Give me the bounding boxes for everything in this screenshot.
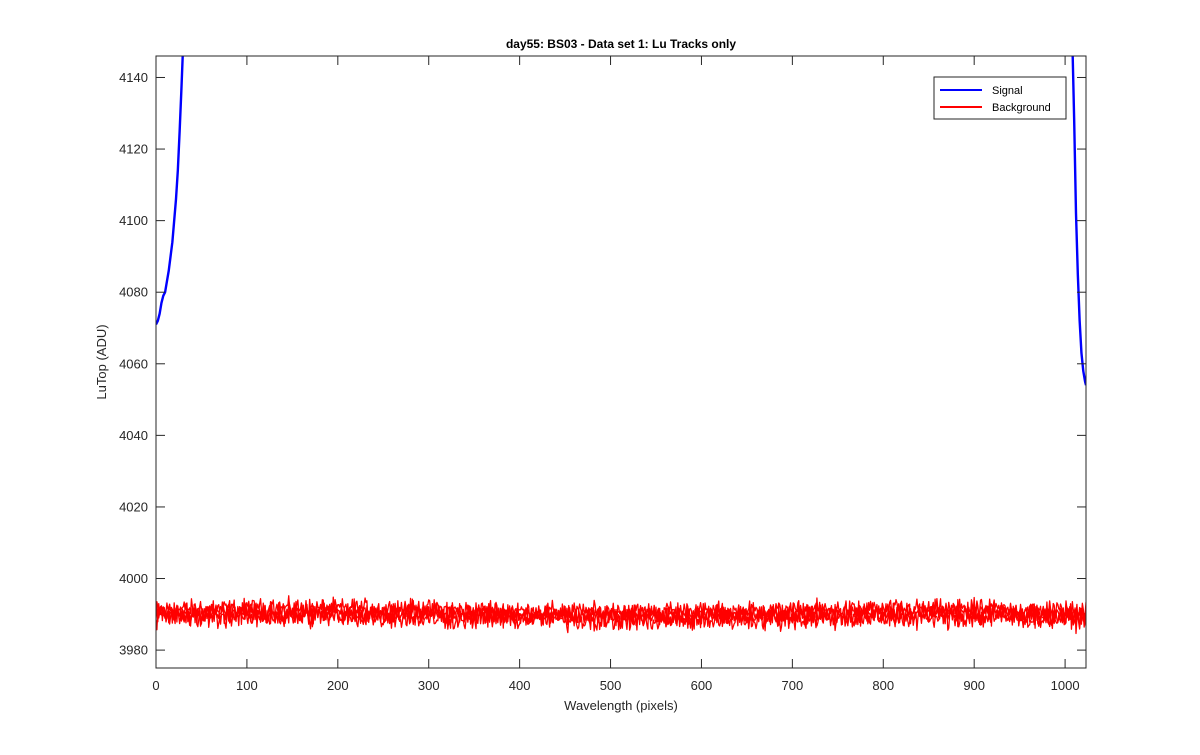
legend: Signal Background: [933, 76, 1067, 120]
x-tick-label: 0: [152, 678, 159, 693]
y-axis-label: LuTop (ADU): [94, 324, 109, 399]
x-tick-label: 300: [418, 678, 440, 693]
y-tick-label: 4100: [119, 213, 148, 228]
signal-series-line: [1071, 56, 1086, 386]
y-tick-label: 4060: [119, 356, 148, 371]
y-tick-label: 4000: [119, 571, 148, 586]
series-layer: [156, 56, 1086, 635]
x-tick-label: 1000: [1051, 678, 1080, 693]
y-tick-label: 4020: [119, 499, 148, 514]
y-tick-label: 4040: [119, 428, 148, 443]
legend-entry-label: Background: [992, 102, 1051, 114]
axes-layer: 0 100 200 300 400 500 600 700 800 900 1000 3980 4000…: [119, 55, 1087, 693]
x-tick-label: 900: [963, 678, 985, 693]
x-tick-label: 400: [509, 678, 531, 693]
background-series-line: [156, 602, 1086, 635]
y-tick-label: 4080: [119, 285, 148, 300]
y-tick-label: 4140: [119, 70, 148, 85]
x-tick-label: 700: [782, 678, 804, 693]
plot-frame: [155, 55, 1087, 669]
x-tick-label: 100: [236, 678, 258, 693]
x-tick-label: 200: [327, 678, 349, 693]
signal-series-line: [156, 56, 184, 325]
x-tick-label: 500: [600, 678, 622, 693]
x-tick-label: 600: [691, 678, 713, 693]
legend-box: [933, 76, 1067, 120]
x-tick-label: 800: [872, 678, 894, 693]
legend-entry-label: Signal: [992, 85, 1023, 97]
y-tick-label: 4120: [119, 142, 148, 157]
chart-title: day55: BS03 - Data set 1: Lu Tracks only: [506, 37, 736, 51]
y-tick-label: 3980: [119, 643, 148, 658]
x-axis-label: Wavelength (pixels): [564, 698, 678, 713]
